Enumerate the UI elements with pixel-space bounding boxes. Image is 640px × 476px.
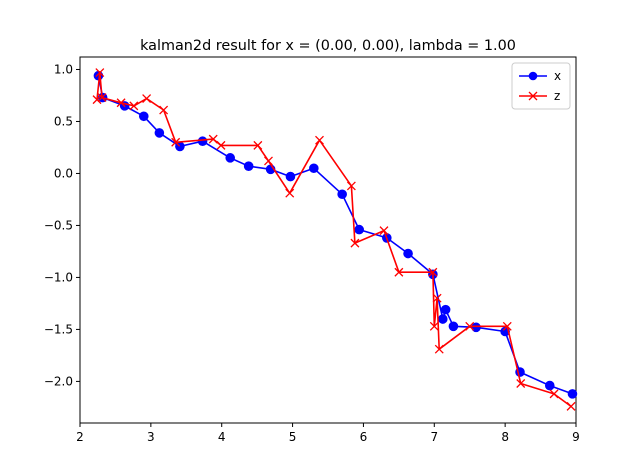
legend-z-label: z xyxy=(554,89,560,103)
series-x-point xyxy=(197,136,208,147)
series-z-point xyxy=(285,188,295,198)
series-layer xyxy=(92,68,578,411)
x-tick-label: 9 xyxy=(572,430,580,444)
series-x-point xyxy=(243,161,254,171)
series-z-point xyxy=(264,156,273,166)
series-x-point xyxy=(309,163,319,174)
y-tick-label: 0.5 xyxy=(54,114,73,128)
x-axis: 2 3 4 5 6 7 8 9 xyxy=(76,423,580,444)
series-z-point xyxy=(394,267,404,277)
series-z-point xyxy=(350,238,360,248)
y-tick-label: −2.0 xyxy=(44,374,73,388)
chart-title: kalman2d result for x = (0.00, 0.00), la… xyxy=(140,38,516,54)
series-z-point xyxy=(159,105,169,115)
series-x-point xyxy=(154,128,165,138)
series-x-point xyxy=(285,171,296,182)
series-z-point xyxy=(142,94,152,104)
series-x-point xyxy=(403,248,413,259)
legend-z-marker xyxy=(528,91,538,101)
series-x-point xyxy=(225,153,236,163)
y-tick-label: 1.0 xyxy=(54,62,73,76)
series-x-point xyxy=(337,189,347,200)
y-tick-label: −1.5 xyxy=(44,322,73,336)
series-x-point xyxy=(138,111,149,122)
series-z-point xyxy=(379,226,389,236)
series-x-point xyxy=(354,224,364,235)
series-x-point xyxy=(544,380,555,391)
series-x-point xyxy=(471,322,481,333)
series-z-point xyxy=(566,401,576,411)
x-tick-label: 4 xyxy=(218,430,226,444)
series-x-point xyxy=(567,389,578,399)
series-z-point xyxy=(97,93,107,103)
series-z-point xyxy=(95,68,105,78)
series-z-point xyxy=(428,267,438,277)
x-tick-label: 6 xyxy=(360,430,368,444)
axes-frame xyxy=(79,56,577,424)
series-z xyxy=(92,68,576,411)
series-z-point xyxy=(429,321,439,331)
legend-x-marker xyxy=(528,71,538,81)
y-tick-label: −0.5 xyxy=(44,218,73,232)
x-tick-label: 7 xyxy=(430,430,438,444)
series-z-point xyxy=(346,181,356,191)
x-tick-label: 2 xyxy=(76,430,84,444)
x-tick-label: 5 xyxy=(289,430,297,444)
legend-box xyxy=(511,62,571,110)
legend: xz xyxy=(511,62,571,110)
series-z-point xyxy=(208,134,218,144)
series-z-point xyxy=(465,321,475,331)
series-x-point xyxy=(437,314,448,324)
series-z-point xyxy=(253,140,263,150)
series-z-point xyxy=(171,137,181,147)
legend-x-label: x xyxy=(554,69,561,83)
series-x-point xyxy=(448,321,459,332)
x-tick-label: 8 xyxy=(501,430,509,444)
series-z-point xyxy=(432,293,442,303)
series-z-point xyxy=(216,140,226,150)
y-tick-label: −1.0 xyxy=(44,270,73,284)
series-x-point xyxy=(440,304,451,315)
y-axis: 1.0 0.5 0.0 −0.5 −1.0 −1.5 −2.0 xyxy=(44,62,80,388)
x-tick-label: 3 xyxy=(147,430,155,444)
series-z-point xyxy=(516,379,526,388)
series-z-point xyxy=(129,101,139,111)
series-z-point xyxy=(116,98,126,108)
series-z-point xyxy=(92,95,102,105)
series-z-point xyxy=(502,321,512,331)
series-z-point xyxy=(434,344,444,354)
plot-area xyxy=(79,56,577,424)
series-z-point xyxy=(549,389,559,399)
y-tick-label: 0.0 xyxy=(54,166,73,180)
series-z-point xyxy=(315,135,324,145)
